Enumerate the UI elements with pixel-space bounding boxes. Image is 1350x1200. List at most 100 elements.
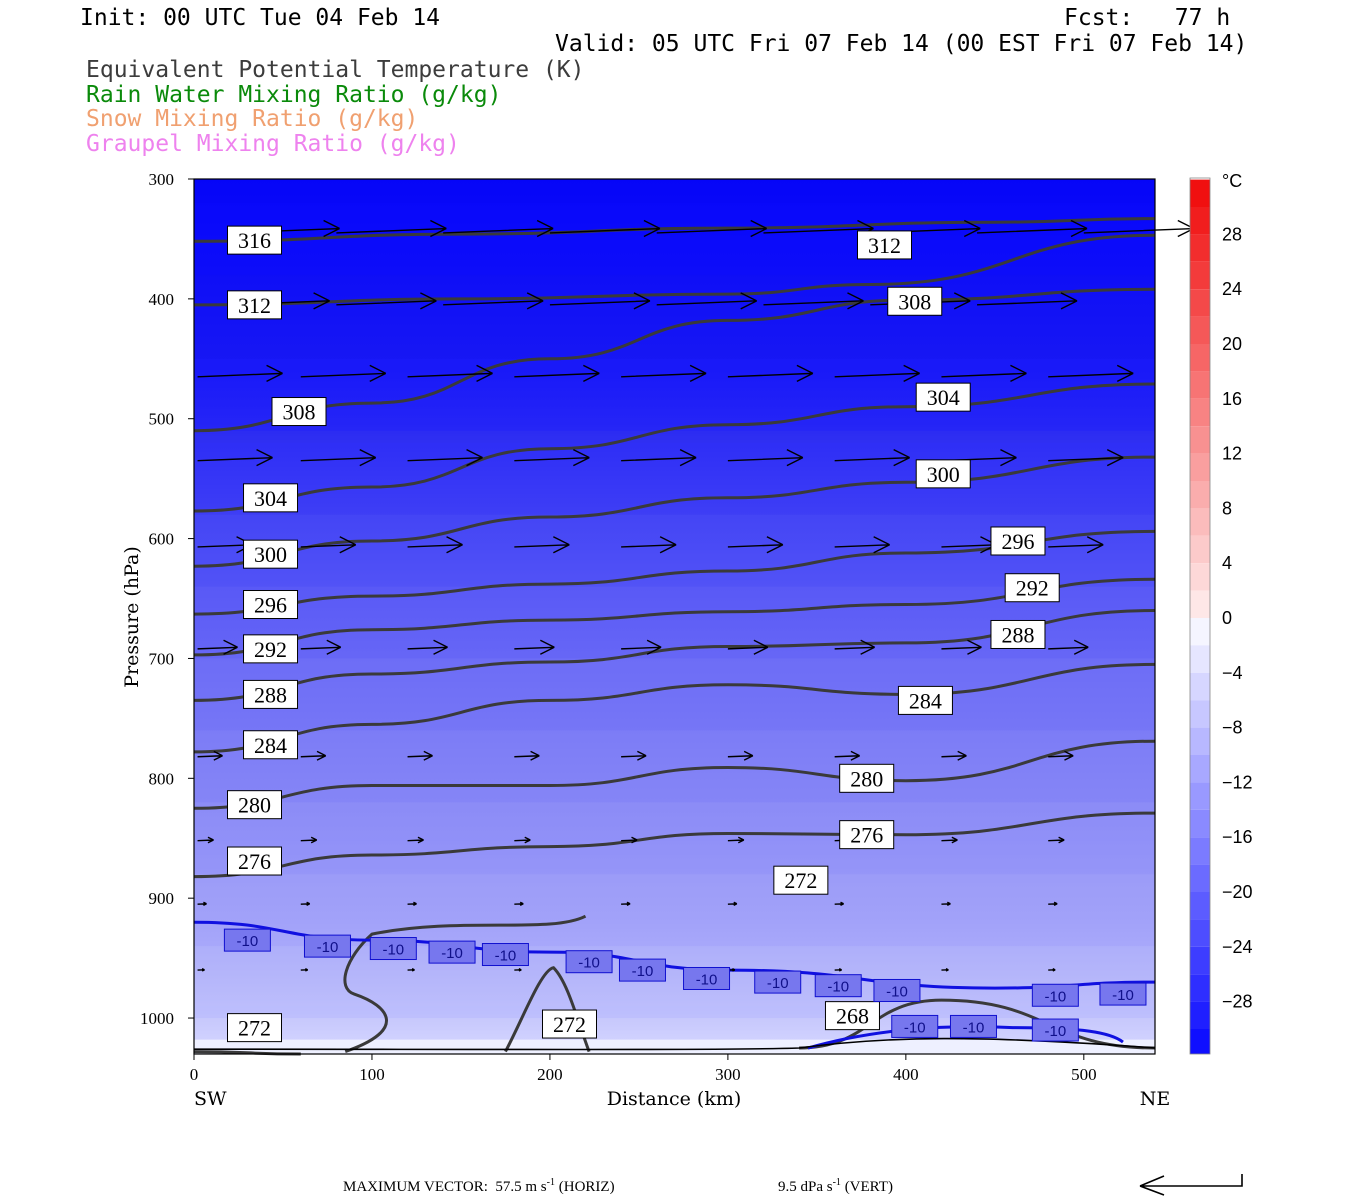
horiz-vector-exp: -1 [546, 1177, 555, 1188]
wind-vector-arrow [621, 364, 707, 383]
theta-e-label-box [897, 685, 953, 715]
colorbar-swatch [1190, 946, 1210, 975]
vert-vector-exp: -1 [832, 1177, 841, 1188]
wind-vector-arrow [727, 836, 745, 844]
wind-vector-arrow [941, 967, 949, 972]
legend-snow: Snow Mixing Ratio (g/kg) [86, 106, 419, 132]
colorbar-tick-label: −16 [1222, 827, 1253, 847]
theta-e-label-box [227, 1013, 283, 1043]
colorbar-swatch [1190, 837, 1210, 865]
wind-vector-arrow [727, 750, 754, 761]
theta-e-label-312: 312 [868, 233, 901, 258]
max-vector-arrow-icon [1139, 1174, 1243, 1196]
wind-vector-arrow [407, 901, 417, 907]
wind-vector-arrow [1048, 967, 1056, 972]
wind-vector-arrow [1048, 639, 1089, 655]
colorbar-swatch [1190, 782, 1210, 810]
temp-label-minus10: -10 [827, 979, 849, 996]
colorbar-swatch [1190, 590, 1210, 618]
max-vector-label: MAXIMUM VECTOR: [343, 1179, 488, 1195]
wind-vector-arrow [834, 536, 890, 554]
theta-e-contour-304 [193, 382, 1156, 513]
temp-label-minus10: -10 [317, 939, 339, 956]
y-tick-label: 400 [149, 290, 175, 309]
colorbar-swatch [1190, 535, 1210, 564]
colorbar-tick-label: 12 [1222, 444, 1242, 464]
wind-vector-arrow [834, 967, 842, 972]
shading-band [194, 442, 1155, 515]
wind-vector-arrow [514, 901, 524, 907]
y-tick-label: 1000 [140, 1009, 174, 1028]
x-axis-left-end: SW [194, 1088, 227, 1110]
colorbar-swatch [1190, 727, 1210, 755]
colorbar-unit: °C [1222, 171, 1242, 191]
theta-e-label-288: 288 [1001, 622, 1034, 647]
terrain-line [193, 1037, 1156, 1051]
theta-e-contour-272-ridge [343, 914, 587, 1054]
wind-vector-arrow [549, 292, 651, 310]
theta-e-label-272: 272 [553, 1012, 586, 1037]
theta-e-contour-316 [193, 217, 1156, 243]
theta-e-label-308: 308 [282, 400, 315, 425]
wind-vector-arrow [443, 292, 544, 310]
theta-e-label-box [915, 459, 971, 489]
wind-vector-arrow [977, 219, 1088, 238]
colorbar-swatch [1190, 234, 1210, 262]
wind-vector-arrow [407, 449, 483, 467]
temp-label-box [683, 966, 731, 990]
wind-vector-arrow [656, 219, 768, 238]
theta-e-label-296: 296 [254, 593, 287, 618]
wind-vector-arrow [407, 536, 463, 554]
wind-vector-arrow [1048, 836, 1065, 844]
temp-label-box [891, 1014, 939, 1038]
theta-e-label-280: 280 [238, 793, 271, 818]
shaded-temperature-field [194, 179, 1155, 1054]
wind-vector-arrow [727, 449, 804, 467]
valid-time: Valid: 05 UTC Fri 07 Feb 14 (00 EST Fri … [555, 31, 1248, 57]
y-tick-label: 800 [149, 769, 175, 788]
temp-label-minus10: -10 [1044, 988, 1066, 1005]
wind-vector-arrow [941, 364, 1027, 383]
colorbar-swatch [1190, 755, 1210, 783]
x-tick-label: 500 [1071, 1065, 1097, 1084]
colorbar-swatch [1190, 453, 1210, 481]
theta-e-label-box [542, 1009, 598, 1039]
theta-e-label-308: 308 [898, 289, 931, 314]
temp-label-box [754, 970, 802, 994]
theta-e-label-284: 284 [254, 733, 287, 758]
theta-e-label-box [243, 539, 299, 569]
wind-vector-arrow [197, 750, 223, 761]
colorbar-tick-label: 16 [1222, 389, 1242, 409]
wind-vector-arrow [514, 836, 531, 844]
colorbar-swatch [1190, 1001, 1210, 1029]
temp-label-minus10: -10 [578, 955, 600, 972]
wind-vector-arrow [514, 449, 590, 467]
wind-vector-arrow [407, 639, 448, 655]
wind-vector-arrow [514, 536, 570, 554]
colorbar-tick-label: −28 [1222, 992, 1253, 1012]
wind-vector-arrow [656, 292, 758, 310]
wind-vector-arrow [941, 639, 982, 655]
theta-e-label-300: 300 [254, 542, 287, 567]
colorbar-tick-label: −20 [1222, 882, 1253, 902]
wind-vector-arrow [407, 836, 424, 844]
colorbar-tick-label: 24 [1222, 279, 1242, 299]
wind-vector-arrow [834, 449, 910, 467]
wind-vector-arrow [300, 364, 387, 383]
theta-e-label-284: 284 [909, 688, 942, 713]
theta-e-label-box [271, 397, 327, 427]
theta-e-label-300: 300 [927, 462, 960, 487]
surface-band [194, 1039, 1155, 1054]
y-axis-title: Pressure (hPa) [121, 546, 143, 688]
horiz-vector-tag: (HORIZ) [558, 1179, 615, 1195]
colorbar-swatch [1190, 371, 1210, 399]
colorbar-tick-label: 20 [1222, 334, 1242, 354]
wind-vector-arrow [834, 750, 860, 761]
wind-vector-arrow [300, 967, 309, 972]
theta-e-label-268: 268 [836, 1004, 869, 1029]
temp-label-minus10: -10 [441, 945, 463, 962]
y-tick-label: 300 [149, 170, 175, 189]
theta-e-contour-292 [193, 577, 1156, 657]
x-axis-right-end: NE [1140, 1088, 1171, 1110]
temp-label-minus10: -10 [1044, 1023, 1066, 1040]
